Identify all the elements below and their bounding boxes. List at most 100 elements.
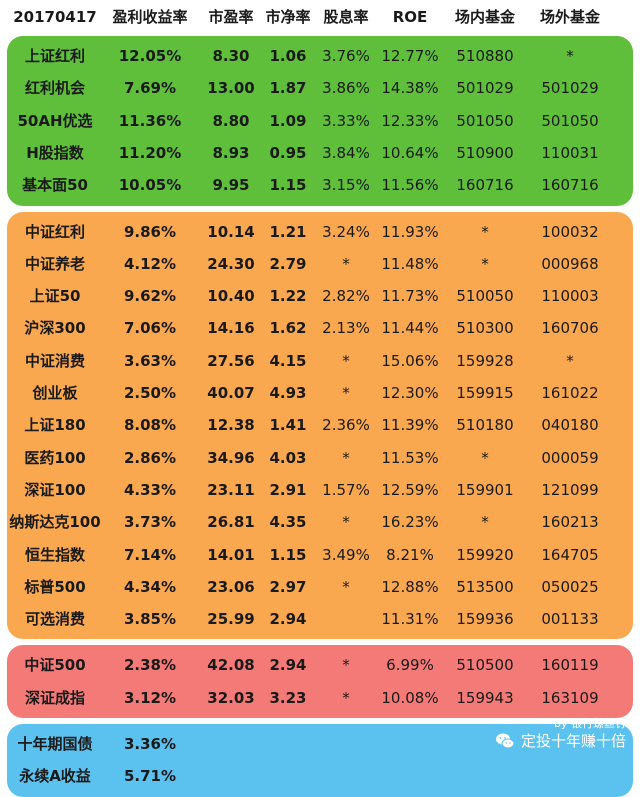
dividend-cell: 3.76% <box>322 47 370 65</box>
header-dividend-col: 股息率 <box>323 8 369 26</box>
onexchange-fund-cell: * <box>481 222 489 241</box>
header-date-col: 20170417 <box>13 8 97 26</box>
table-row: H股指数 11.20% 8.93 0.95 3.84% 10.64% 510900 11003… <box>0 137 640 169</box>
earnings-yield-cell: 2.50% <box>123 384 177 402</box>
pb-cell: 1.21 <box>269 222 307 241</box>
table-row: 标普500 4.34% 23.06 2.97 * 12.88% 513500 050025 <box>0 571 640 603</box>
pe-cell: 9.95 <box>212 176 250 195</box>
otc-fund-cell: 040180 <box>541 416 599 435</box>
onexchange-fund-cell: 510500 <box>456 656 514 675</box>
date-cell: H股指数 <box>26 143 84 162</box>
date-cell: 中证500 <box>24 656 86 675</box>
date-cell: 基本面50 <box>22 176 88 195</box>
table-row: 可选消费 3.85% 25.99 2.94 11.31% 159936 001133 <box>0 603 640 635</box>
table-row: 50AH优选 11.36% 8.80 1.09 3.33% 12.33% 501050 501… <box>0 105 640 137</box>
pb-cell: 4.15 <box>269 351 307 370</box>
onexchange-fund-cell: * <box>481 254 489 273</box>
dividend-cell: 3.49% <box>322 545 370 564</box>
onexchange-fund-cell: 501029 <box>456 79 514 98</box>
pb-cell: 2.94 <box>269 656 307 675</box>
pe-cell: 14.16 <box>207 319 255 338</box>
pb-cell: 1.06 <box>269 47 307 65</box>
otc-fund-cell: 160706 <box>541 319 599 338</box>
onexchange-fund-cell: 510900 <box>456 143 514 162</box>
watermark: by 银行螺丝钉 定投十年赚十倍 <box>495 717 626 751</box>
pb-cell: 2.94 <box>269 610 307 629</box>
table-row: 十年期国债 3.36% <box>0 728 640 760</box>
pe-cell: 24.30 <box>207 254 255 273</box>
pe-cell: 26.81 <box>207 513 255 532</box>
date-cell: 可选消费 <box>24 610 85 629</box>
onexchange-fund-cell: 510050 <box>456 287 514 306</box>
otc-fund-cell: * <box>566 351 574 370</box>
roe-cell: 12.88% <box>381 577 439 596</box>
table-row: 中证红利 9.86% 10.14 1.21 3.24% 11.93% * 100032 <box>0 216 640 248</box>
dividend-cell: 3.84% <box>322 143 370 162</box>
date-cell: 中证红利 <box>24 222 85 241</box>
table-row: 中证消费 3.63% 27.56 4.15 * 15.06% 159928 * <box>0 345 640 377</box>
pb-cell: 3.23 <box>269 688 307 707</box>
pb-cell: 1.87 <box>269 79 307 98</box>
roe-cell: 12.33% <box>381 111 439 130</box>
roe-cell: 11.56% <box>381 176 439 195</box>
roe-cell: 14.38% <box>381 79 439 98</box>
roe-cell: 12.77% <box>381 47 439 65</box>
roe-cell: 11.39% <box>381 416 439 435</box>
dividend-cell: 3.33% <box>322 111 370 130</box>
earnings-yield-cell: 3.73% <box>123 513 177 532</box>
date-cell: 中证消费 <box>24 351 85 370</box>
dividend-cell: * <box>342 688 350 707</box>
onexchange-fund-cell: 159936 <box>456 610 514 629</box>
table-row: 永续A收益 5.71% <box>0 760 640 792</box>
dividend-cell: * <box>342 254 350 273</box>
pb-cell: 2.79 <box>269 254 307 273</box>
onexchange-fund-cell: 159915 <box>456 384 514 402</box>
table-row: 创业板 2.50% 40.07 4.93 * 12.30% 159915 161022 <box>0 377 640 409</box>
table-row: 中证500 2.38% 42.08 2.94 * 6.99% 510500 160119 <box>0 649 640 681</box>
otc-fund-cell: 000968 <box>541 254 599 273</box>
pe-cell: 10.14 <box>207 222 255 241</box>
earnings-yield-cell: 12.05% <box>118 47 182 65</box>
table-row: 恒生指数 7.14% 14.01 1.15 3.49% 8.21% 159920 164705 <box>0 539 640 571</box>
pe-cell: 42.08 <box>207 656 255 675</box>
onexchange-fund-cell: 159943 <box>456 688 514 707</box>
header-earnings-yield-col: 盈利收益率 <box>112 8 188 26</box>
date-cell: 永续A收益 <box>19 767 91 786</box>
pb-cell: 2.91 <box>269 480 307 499</box>
roe-cell: 11.31% <box>381 610 439 629</box>
date-cell: 医药100 <box>24 448 86 467</box>
dividend-cell: * <box>342 448 350 467</box>
watermark-slogan: 定投十年赚十倍 <box>520 732 626 750</box>
roe-cell: 6.99% <box>386 656 434 675</box>
pe-cell: 8.93 <box>212 143 250 162</box>
wechat-icon <box>495 733 515 749</box>
group-0 <box>7 36 633 206</box>
onexchange-fund-cell: 160716 <box>456 176 514 195</box>
table-row: 沪深300 7.06% 14.16 1.62 2.13% 11.44% 510300 1607… <box>0 312 640 344</box>
dividend-cell: 3.24% <box>322 222 370 241</box>
date-cell: 红利机会 <box>24 79 85 98</box>
earnings-yield-cell: 5.71% <box>123 767 177 786</box>
earnings-yield-cell: 2.38% <box>123 656 177 675</box>
pe-cell: 8.80 <box>212 111 250 130</box>
dividend-cell: * <box>342 513 350 532</box>
table-row: 上证180 8.08% 12.38 1.41 2.36% 11.39% 510180 0401… <box>0 409 640 441</box>
roe-cell: 11.48% <box>381 254 439 273</box>
onexchange-fund-cell: 159920 <box>456 545 514 564</box>
roe-cell: 10.64% <box>381 143 439 162</box>
earnings-yield-cell: 11.20% <box>118 143 182 162</box>
date-cell: 沪深300 <box>24 319 86 338</box>
table-row: 基本面50 10.05% 9.95 1.15 3.15% 11.56% 160716 1607… <box>0 169 640 201</box>
onexchange-fund-cell: 510880 <box>456 47 514 65</box>
pe-cell: 40.07 <box>207 384 255 402</box>
pe-cell: 25.99 <box>207 610 255 629</box>
dividend-cell: 1.57% <box>322 480 370 499</box>
dividend-cell: * <box>342 656 350 675</box>
header-otc-fund-col: 场外基金 <box>539 8 600 26</box>
pe-cell: 23.06 <box>207 577 255 596</box>
earnings-yield-cell: 4.12% <box>123 254 177 273</box>
pb-cell: 4.03 <box>269 448 307 467</box>
otc-fund-cell: 160716 <box>541 176 599 195</box>
otc-fund-cell: 100032 <box>541 222 599 241</box>
otc-fund-cell: 164705 <box>541 545 599 564</box>
